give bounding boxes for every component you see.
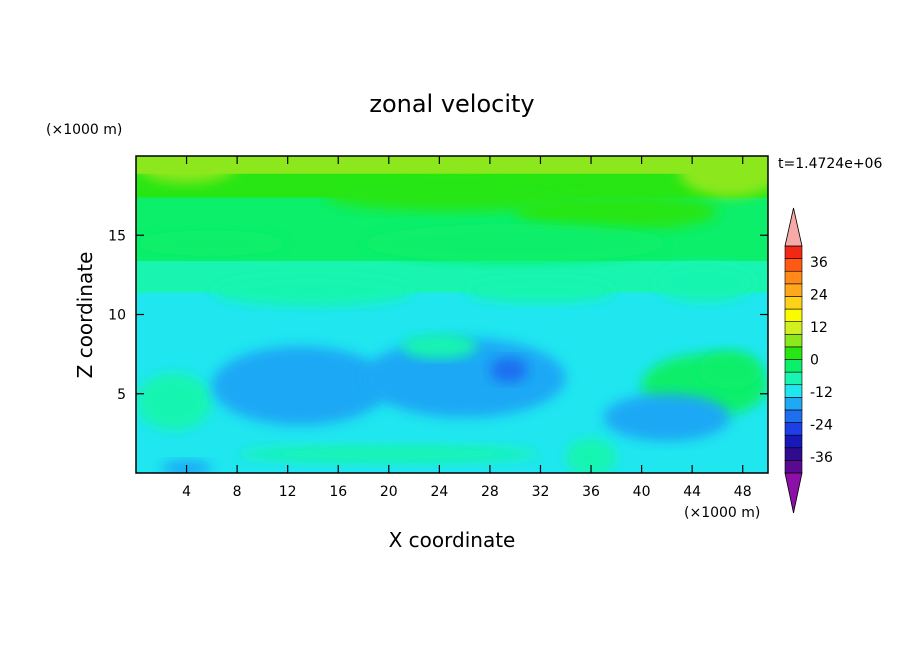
colorbar-label: -24 xyxy=(810,417,833,433)
velocity-field xyxy=(136,156,768,473)
x-tick-label: 8 xyxy=(233,484,242,500)
plot-area xyxy=(136,156,768,473)
x-tick-label: 24 xyxy=(430,484,448,500)
colorbar-swatch xyxy=(784,283,803,297)
colorbar-label: -12 xyxy=(810,385,833,401)
time-label: t=1.4724e+06 xyxy=(778,156,882,172)
field-blob xyxy=(698,350,762,389)
colorbar-swatch xyxy=(784,270,803,285)
field-blob xyxy=(211,346,389,426)
colorbar-swatch xyxy=(784,258,803,272)
field-blob xyxy=(654,263,756,302)
field-blob xyxy=(679,156,768,198)
field-blob xyxy=(603,393,731,442)
x-tick-label: 20 xyxy=(380,484,398,500)
field-blob xyxy=(464,278,617,304)
x-tick-label: 16 xyxy=(329,484,347,500)
colorbar-swatch xyxy=(784,308,803,322)
colorbar-swatch xyxy=(784,397,803,411)
x-tick-label: 4 xyxy=(182,484,191,500)
colorbar-swatch xyxy=(784,384,803,398)
colorbar-label: 0 xyxy=(810,353,819,369)
field-blob xyxy=(515,192,718,231)
x-axis: 4 8 12 16 20 24 28 32 36 40 44 48 xyxy=(182,156,752,500)
colorbar-swatch xyxy=(784,296,803,310)
colorbar-extend-high xyxy=(784,207,803,247)
colorbar-swatch xyxy=(784,371,803,386)
colorbar-swatch xyxy=(784,333,803,348)
x-tick-label: 28 xyxy=(481,484,499,500)
y-axis: 5 10 15 xyxy=(108,228,768,403)
colorbar-swatch xyxy=(784,434,803,449)
field-blob xyxy=(136,230,288,256)
colorbar-label: 12 xyxy=(810,320,828,336)
colorbar-swatch xyxy=(784,245,803,259)
x-tick-label: 40 xyxy=(633,484,651,500)
colorbar-label: 24 xyxy=(810,288,828,304)
x-tick-label: 48 xyxy=(734,484,752,500)
x-tick-label: 12 xyxy=(279,484,297,500)
colorbar-swatch xyxy=(784,460,803,474)
y-axis-label: Z coordinate xyxy=(73,252,97,379)
y-tick-label: 10 xyxy=(108,308,126,324)
field-blob xyxy=(489,357,528,383)
chart-title: zonal velocity xyxy=(369,90,534,118)
colorbar-swatch xyxy=(784,321,803,335)
y-tick-label: 15 xyxy=(108,228,126,244)
field-blob xyxy=(211,274,415,307)
colorbar-swatch xyxy=(784,447,803,461)
colorbar-label: 36 xyxy=(810,255,828,271)
field-blob xyxy=(136,373,212,431)
y-units-label: (×1000 m) xyxy=(46,122,122,138)
y-tick-label: 5 xyxy=(117,387,126,403)
x-tick-label: 32 xyxy=(532,484,550,500)
x-units-label: (×1000 m) xyxy=(684,505,760,521)
field-blob xyxy=(237,444,541,464)
field-blob xyxy=(325,179,579,212)
colorbar-label: -36 xyxy=(810,450,833,466)
colorbar-swatch xyxy=(784,422,803,436)
field-blob xyxy=(136,156,238,183)
x-tick-label: 44 xyxy=(683,484,701,500)
x-tick-label: 36 xyxy=(582,484,600,500)
field-blob xyxy=(565,438,617,473)
colorbar-extend-low xyxy=(784,472,803,514)
x-axis-label: X coordinate xyxy=(389,528,516,552)
field-blob xyxy=(363,224,667,263)
colorbar-swatch xyxy=(784,409,803,423)
colorbar: 36 24 12 0 -12 -24 -36 xyxy=(784,207,833,514)
field-blob xyxy=(401,333,478,359)
colorbar-swatch xyxy=(784,359,803,373)
colorbar-swatch xyxy=(784,346,803,360)
